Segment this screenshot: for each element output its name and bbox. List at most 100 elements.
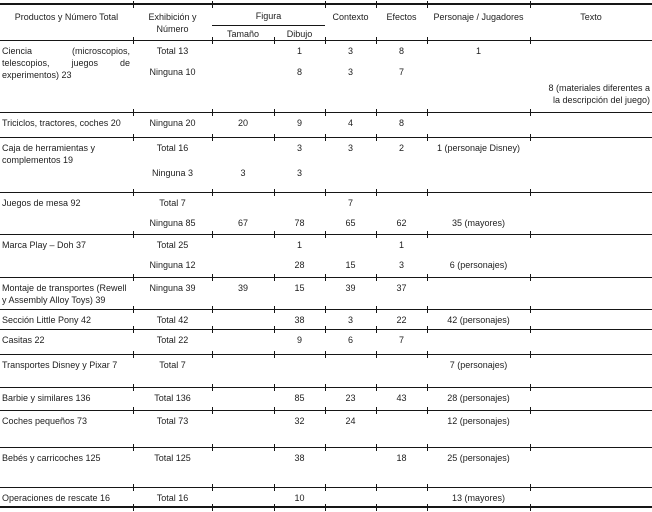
cell-efectos: 8 xyxy=(375,37,428,62)
col-header-efectos: Efectos xyxy=(375,2,428,40)
cell-contexto: 15 xyxy=(345,260,356,270)
cell-exhibicion: Total 16 xyxy=(132,484,212,507)
cell-texto xyxy=(529,384,652,410)
cell-efectos xyxy=(375,351,428,387)
cell-dibujo: 1 xyxy=(273,37,326,62)
product-cell: Marca Play – Doh 37 xyxy=(0,233,133,277)
cell-tamano xyxy=(211,384,274,410)
cell-exhibicion: Total 7 xyxy=(132,351,212,387)
table-row: Ciencia (microscopios, telescopios, juegos d… xyxy=(0,37,652,112)
product-cell: Operaciones de rescate 16 xyxy=(0,486,133,507)
cell-texto xyxy=(530,213,652,234)
bottom-rule-cell xyxy=(132,505,212,512)
header-row-sub: Tamaño Dibujo xyxy=(0,25,652,40)
table-row: Juegos de mesa 92 Total 7 7 xyxy=(0,189,652,234)
cell-contexto: 23 xyxy=(324,384,377,410)
bottom-rule-cell xyxy=(324,505,377,512)
table-header: Productos y Número Total Exhibición y Nú… xyxy=(0,2,652,40)
cell-efectos: 43 xyxy=(375,384,428,410)
table-row: Barbie y similares 136 Total 136 85 23 43 28 … xyxy=(0,384,652,410)
cell-efectos: 62 xyxy=(396,218,407,228)
bottom-rule-cell xyxy=(273,505,326,512)
cell-tamano xyxy=(211,306,274,329)
col-header-exhibicion: Exhibición y Número xyxy=(132,2,212,40)
cell-contexto xyxy=(325,163,376,192)
cell-contexto: 7 xyxy=(324,189,377,213)
cell-efectos: 7 xyxy=(399,67,405,77)
cell-tamano xyxy=(211,326,274,354)
cell-dibujo xyxy=(273,351,326,387)
product-line: Juegos de mesa 92 xyxy=(2,197,81,208)
cell-contexto: 39 xyxy=(324,274,377,309)
cell-exhibicion: Total 7 xyxy=(132,189,212,213)
cell-texto xyxy=(529,326,652,354)
product-cell: Bebés y carricoches 125 xyxy=(0,446,133,487)
cell-personaje xyxy=(426,189,531,213)
product-line: Ciencia (microscopios, xyxy=(2,45,130,56)
cell-dibujo xyxy=(273,189,326,213)
table-row: Operaciones de rescate 16 Total 16 10 13 (m… xyxy=(0,484,652,507)
table-row: Montaje de transportes (Rewell y Assembly… xyxy=(0,274,652,309)
cell-tamano xyxy=(211,134,274,163)
bottom-rule-cell xyxy=(426,505,531,512)
cell-tamano xyxy=(212,255,274,277)
cell-dibujo: 1 xyxy=(273,231,326,255)
cell-dibujo: 9 xyxy=(273,109,326,137)
cell-dibujo: 32 xyxy=(273,407,326,447)
cell-dibujo: 28 xyxy=(294,260,305,270)
cell-contexto xyxy=(324,351,377,387)
product-line: Sección Little Pony 42 xyxy=(2,314,92,325)
cell-personaje xyxy=(427,62,530,112)
cell-exhibicion: Ninguna 20 xyxy=(132,109,212,137)
table-row: Bebés y carricoches 125 Total 125 38 18 25 (… xyxy=(0,444,652,487)
product-cell: Caja de herramientas y complementos 19 xyxy=(0,136,133,192)
cell-texto xyxy=(529,189,652,213)
cell-personaje: 35 (mayores) xyxy=(452,218,506,228)
cell-personaje: 12 (personajes) xyxy=(426,407,531,447)
cell-personaje: 6 (personajes) xyxy=(449,260,508,270)
cell-personaje: 1 (personaje Disney) xyxy=(426,134,531,163)
cell-efectos xyxy=(376,163,427,192)
table-row: Ninguna 85 67 78 65 62 35 (mayores) xyxy=(0,213,652,234)
cell-contexto xyxy=(324,231,377,255)
cell-efectos: 8 xyxy=(375,109,428,137)
cell-personaje xyxy=(426,231,531,255)
cell-texto xyxy=(530,255,652,277)
cell-dibujo: 9 xyxy=(273,326,326,354)
cell-tamano xyxy=(211,407,274,447)
cell-contexto xyxy=(324,484,377,507)
cell-exhibicion: Total 22 xyxy=(132,326,212,354)
cell-exhibicion: Total 13 xyxy=(132,37,212,62)
cell-personaje: 1 xyxy=(426,37,531,62)
cell-exhibicion: Ninguna 12 xyxy=(149,260,196,270)
col-header-tamano: Tamaño xyxy=(226,28,260,39)
cell-tamano xyxy=(211,37,274,62)
cell-efectos xyxy=(375,484,428,507)
cell-tamano xyxy=(212,62,274,112)
product-line: Montaje de transportes (Rewell xyxy=(2,282,127,293)
cell-texto xyxy=(529,274,652,309)
product-line: experimentos) 23 xyxy=(2,69,72,80)
cell-texto xyxy=(529,306,652,329)
cell-contexto: 24 xyxy=(324,407,377,447)
table-row: Ninguna 3 3 3 xyxy=(0,163,652,192)
product-line: Caja de herramientas y xyxy=(2,142,96,153)
cell-efectos: 3 xyxy=(399,260,405,270)
product-cell: Juegos de mesa 92 xyxy=(0,191,133,234)
cell-efectos: 1 xyxy=(375,231,428,255)
cell-texto xyxy=(529,484,652,507)
cell-tamano xyxy=(211,351,274,387)
cell-texto xyxy=(529,407,652,447)
bottom-rule-cell xyxy=(529,505,652,512)
cell-personaje xyxy=(426,274,531,309)
cell-exhibicion: Total 73 xyxy=(132,407,212,447)
table-body: Ciencia (microscopios, telescopios, juegos d… xyxy=(0,37,652,512)
table-row: Transportes Disney y Pixar 7 Total 7 7 (pe… xyxy=(0,351,652,387)
cell-exhibicion: Total 136 xyxy=(132,384,212,410)
cell-tamano xyxy=(211,189,274,213)
cell-texto: 8 (materiales diferentes a la descripción… xyxy=(548,82,651,105)
cell-texto xyxy=(529,37,652,62)
product-line: telescopios, juegos de xyxy=(2,57,130,68)
cell-texto xyxy=(529,351,652,387)
